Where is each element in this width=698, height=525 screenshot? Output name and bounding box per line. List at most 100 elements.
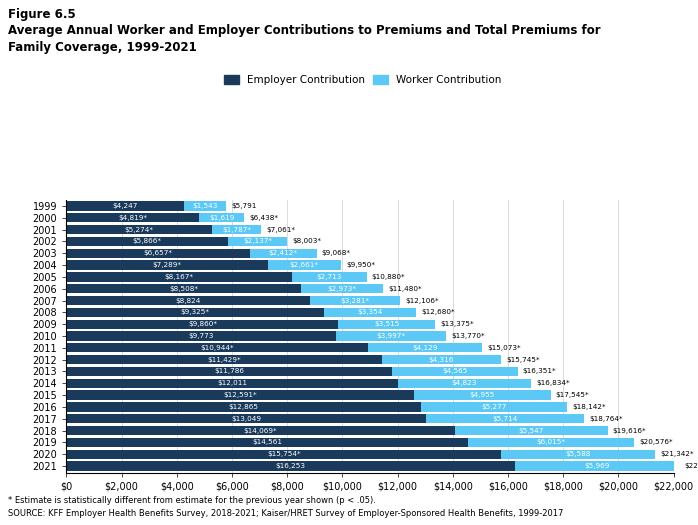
Text: $14,561: $14,561	[252, 439, 282, 445]
Bar	[66, 331, 336, 341]
Text: $5,791: $5,791	[231, 203, 256, 209]
Text: $2,661*: $2,661*	[290, 262, 319, 268]
Text: * Estimate is statistically different from estimate for the previous year shown : * Estimate is statistically different fr…	[8, 496, 376, 505]
Text: $19,616*: $19,616*	[613, 427, 646, 434]
Bar	[184, 202, 226, 211]
Bar	[66, 308, 324, 317]
Text: $3,997*: $3,997*	[377, 333, 406, 339]
Bar	[228, 237, 287, 246]
Text: $4,823: $4,823	[452, 380, 477, 386]
Text: $5,969: $5,969	[585, 463, 610, 469]
Bar	[200, 213, 244, 223]
Bar	[454, 426, 608, 435]
Text: $13,375*: $13,375*	[440, 321, 474, 327]
Text: $11,786: $11,786	[214, 369, 244, 374]
Text: $6,438*: $6,438*	[249, 215, 278, 221]
Text: $9,068*: $9,068*	[322, 250, 350, 256]
Text: $15,754*: $15,754*	[267, 451, 301, 457]
Text: $16,253: $16,253	[276, 463, 306, 469]
Bar	[66, 202, 184, 211]
Bar	[66, 284, 301, 293]
Bar	[66, 343, 369, 352]
Text: $5,866*: $5,866*	[133, 238, 162, 245]
Bar	[66, 272, 292, 281]
Bar	[426, 414, 584, 423]
Bar	[392, 367, 518, 376]
Bar	[66, 438, 468, 447]
Bar	[66, 426, 454, 435]
Bar	[66, 367, 392, 376]
Text: $10,880*: $10,880*	[371, 274, 406, 280]
Bar	[212, 225, 261, 234]
Text: $8,167*: $8,167*	[165, 274, 193, 280]
Text: $16,834*: $16,834*	[536, 380, 570, 386]
Bar	[301, 284, 383, 293]
Text: $9,325*: $9,325*	[181, 309, 209, 316]
Text: $4,247: $4,247	[112, 203, 138, 209]
Text: $5,588: $5,588	[565, 451, 591, 457]
Text: $12,011: $12,011	[217, 380, 247, 386]
Bar	[66, 260, 267, 270]
Bar	[292, 272, 366, 281]
Bar	[66, 296, 310, 305]
Bar	[66, 237, 228, 246]
Text: $2,973*: $2,973*	[327, 286, 357, 292]
Bar	[369, 343, 482, 352]
Text: Figure 6.5: Figure 6.5	[8, 8, 76, 21]
Text: $21,342*: $21,342*	[660, 451, 694, 457]
Text: $5,547: $5,547	[519, 427, 544, 434]
Bar	[66, 461, 515, 470]
Bar	[501, 449, 655, 459]
Bar	[66, 391, 414, 400]
Bar	[250, 249, 317, 258]
Text: $15,745*: $15,745*	[506, 356, 540, 363]
Text: $2,412*: $2,412*	[269, 250, 298, 256]
Bar	[422, 402, 567, 412]
Bar	[468, 438, 634, 447]
Text: $18,142*: $18,142*	[572, 404, 606, 410]
Text: $4,565: $4,565	[442, 369, 468, 374]
Bar	[310, 296, 401, 305]
Text: $5,277: $5,277	[482, 404, 507, 410]
Text: $2,137*: $2,137*	[243, 238, 272, 245]
Text: $16,351*: $16,351*	[523, 369, 556, 374]
Text: $5,714: $5,714	[493, 416, 518, 422]
Bar	[414, 391, 551, 400]
Bar	[382, 355, 501, 364]
Bar	[339, 320, 436, 329]
Text: $1,619: $1,619	[209, 215, 235, 221]
Text: $7,289*: $7,289*	[152, 262, 181, 268]
Bar	[398, 379, 531, 388]
Bar	[66, 355, 382, 364]
Text: $11,429*: $11,429*	[207, 356, 241, 363]
Text: $3,354: $3,354	[357, 309, 383, 316]
Text: Average Annual Worker and Employer Contributions to Premiums and Total Premiums : Average Annual Worker and Employer Contr…	[8, 24, 601, 37]
Text: $4,129: $4,129	[413, 345, 438, 351]
Text: SOURCE: KFF Employer Health Benefits Survey, 2018-2021; Kaiser/HRET Survey of Em: SOURCE: KFF Employer Health Benefits Sur…	[8, 509, 564, 518]
Text: $1,543: $1,543	[192, 203, 218, 209]
Text: $11,480*: $11,480*	[388, 286, 422, 292]
Text: $12,591*: $12,591*	[223, 392, 257, 398]
Text: $12,680*: $12,680*	[422, 309, 455, 316]
Text: $5,274*: $5,274*	[125, 227, 154, 233]
Legend: Employer Contribution, Worker Contribution: Employer Contribution, Worker Contributi…	[220, 71, 506, 89]
Text: $17,545*: $17,545*	[556, 392, 589, 398]
Bar	[66, 379, 398, 388]
Text: $1,787*: $1,787*	[222, 227, 251, 233]
Bar	[66, 402, 422, 412]
Bar	[515, 461, 680, 470]
Text: $2,713: $2,713	[316, 274, 342, 280]
Bar	[66, 414, 426, 423]
Bar	[66, 249, 250, 258]
Text: $9,773: $9,773	[188, 333, 214, 339]
Text: $12,106*: $12,106*	[406, 298, 439, 303]
Bar	[66, 449, 501, 459]
Text: $3,281*: $3,281*	[341, 298, 370, 303]
Text: $15,073*: $15,073*	[487, 345, 521, 351]
Text: $13,049: $13,049	[232, 416, 262, 422]
Bar	[66, 225, 212, 234]
Text: $3,515: $3,515	[374, 321, 400, 327]
Text: $10,944*: $10,944*	[200, 345, 234, 351]
Bar	[66, 320, 339, 329]
Text: $4,819*: $4,819*	[119, 215, 147, 221]
